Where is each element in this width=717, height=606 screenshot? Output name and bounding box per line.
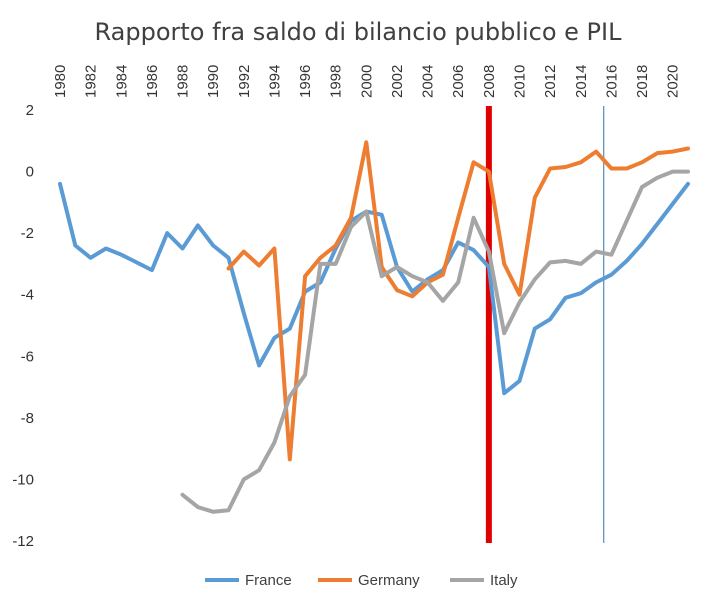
y-tick-label: -4 [21,287,34,304]
x-tick-label: 1980 [52,65,69,98]
x-tick-label: 1996 [297,65,314,98]
y-tick-label: -10 [12,471,34,488]
x-tick-label: 1994 [266,65,283,98]
chart-title: Rapporto fra saldo di bilancio pubblico … [95,18,623,46]
y-tick-label: -8 [21,410,34,427]
x-tick-label: 1992 [236,65,253,98]
x-tick-label: 2020 [665,65,682,98]
series-line-italy [180,169,690,514]
x-tick-label: 2014 [573,65,590,98]
y-axis-labels: 2 0 -2 -4 -6 -8 -10 -12 [12,102,34,550]
x-tick-label: 2004 [420,65,437,98]
x-tick-label: 2000 [358,65,375,98]
x-tick-label: 1998 [328,65,345,98]
x-tick-label: 2016 [603,65,620,98]
legend-label-germany: Germany [358,572,420,589]
series-lines [58,140,690,514]
legend-label-italy: Italy [490,572,518,589]
x-tick-label: 2018 [634,65,651,98]
legend: France Germany Italy [205,572,518,589]
x-axis-labels: 1980 1982 1984 1986 1988 1990 1992 1994 1996 1998… [52,65,682,98]
legend-label-france: France [245,572,292,589]
x-tick-label: 2010 [512,65,529,98]
y-tick-label: -6 [21,348,34,365]
x-tick-label: 1984 [113,65,130,98]
x-tick-label: 2012 [542,65,559,98]
series-line-germany [226,140,690,462]
x-tick-label: 1988 [175,65,192,98]
y-tick-label: -12 [12,533,34,550]
x-tick-label: 1982 [83,65,100,98]
x-tick-label: 2002 [389,65,406,98]
x-tick-label: 2006 [450,65,467,98]
y-tick-label: 0 [26,164,34,181]
y-tick-label: 2 [26,102,34,119]
x-tick-label: 1986 [144,65,161,98]
y-tick-label: -2 [21,225,34,242]
x-tick-label: 1990 [205,65,222,98]
x-tick-label: 2008 [481,65,498,98]
